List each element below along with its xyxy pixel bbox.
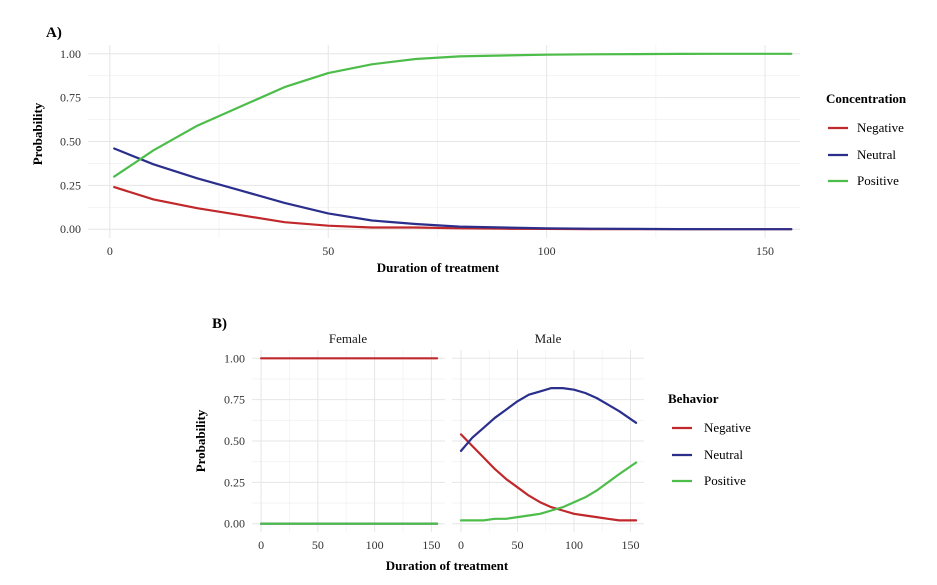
legend-label-negative: Negative [704,420,751,435]
legend-label-positive: Positive [857,173,899,188]
panel-a-x-tick-label: 150 [756,244,774,258]
facet-male-series-line-positive [459,461,638,522]
legend-label-positive: Positive [704,473,746,488]
panel-a-x-tick-label: 0 [107,244,113,258]
facet-female-x-tick-label: 0 [258,538,264,552]
panel-b-letter: B) [212,316,227,332]
legend-label-neutral: Neutral [857,147,896,162]
panel-a-series-line-negative [113,186,793,231]
panel-a-legend-title: Concentration [826,91,907,106]
panel-a-y-tick-label: 0.50 [60,135,81,149]
panel-a-y-axis-title: Probability [30,102,45,165]
panel-b-series [260,357,638,525]
panel-a-x-tick-label: 50 [322,244,334,258]
panel-a: A) 0.00 0.25 0.50 0.75 1.00 0 50 100 150 Durati… [30,25,907,275]
panel-a-series [113,52,793,231]
legend-label-neutral: Neutral [704,447,743,462]
panel-b-legend-title: Behavior [668,391,719,406]
facet-male-series-line-neutral [459,387,638,452]
panel-b-y-ticks: 0.00 0.25 0.50 0.75 1.00 [224,351,245,530]
facet-male-x-tick-label: 150 [621,538,639,552]
panel-b: B) Female Male 0.00 0.25 0.50 0.75 1.00 0 50 1… [193,316,751,573]
facet-female-y-tick-label: 0.75 [224,393,245,407]
facet-male-x-tick-label: 100 [565,538,583,552]
legend-label-negative: Negative [857,120,904,135]
panel-a-x-ticks: 0 50 100 150 [107,244,774,258]
facet-label-female: Female [329,331,367,346]
panel-a-y-tick-label: 0.00 [60,222,81,236]
panel-a-y-ticks: 0.00 0.25 0.50 0.75 1.00 [60,47,81,236]
facet-female-x-tick-label: 150 [422,538,440,552]
panel-b-y-axis-title: Probability [193,409,208,472]
panel-b-legend: Behavior Negative Neutral Positive [668,391,751,488]
facet-female-y-tick-label: 0.50 [224,434,245,448]
panel-b-grid [252,350,644,532]
facet-female-y-tick-label: 0.25 [224,475,245,489]
facet-female-y-tick-label: 1.00 [224,351,245,365]
facet-male-x-tick-label: 50 [512,538,524,552]
facet-male-x-tick-label: 0 [458,538,464,552]
facet-male-series-line-negative [459,433,638,522]
panel-a-legend: Concentration Negative Neutral Positive [826,91,907,188]
panel-a-y-tick-label: 1.00 [60,47,81,61]
panel-a-grid [88,45,800,238]
panel-a-series-line-positive [113,52,793,178]
facet-label-male: Male [535,331,562,346]
facet-female-x-tick-label: 50 [312,538,324,552]
facet-female-y-tick-label: 0.00 [224,517,245,531]
panel-a-x-tick-label: 100 [538,244,556,258]
panel-b-x-axis-title: Duration of treatment [386,558,509,573]
panel-a-y-tick-label: 0.25 [60,178,81,192]
facet-female-x-tick-label: 100 [366,538,384,552]
panel-a-letter: A) [46,25,62,41]
panel-b-x-ticks: 0 50 100 150 0 50 100 150 [258,538,639,552]
panel-a-series-line-neutral [113,147,793,231]
panel-a-y-tick-label: 0.75 [60,91,81,105]
panel-a-x-axis-title: Duration of treatment [377,260,500,275]
